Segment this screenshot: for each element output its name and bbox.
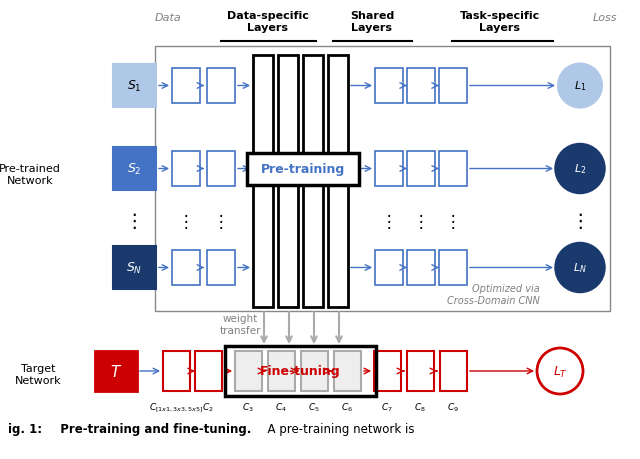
Bar [95, 351, 137, 391]
Bar [375, 69, 403, 104]
Text: Pre-training and fine-tuning.: Pre-training and fine-tuning. [52, 423, 252, 436]
Bar [172, 251, 200, 285]
Bar [235, 351, 262, 391]
Bar [172, 151, 200, 187]
Bar [113, 246, 156, 289]
Text: $C_9$: $C_9$ [447, 401, 459, 414]
Text: Pre-trained
Network: Pre-trained Network [0, 164, 61, 185]
Bar [113, 148, 156, 190]
Bar [113, 65, 156, 108]
Bar [303, 56, 323, 308]
Bar [225, 346, 376, 396]
Text: Pre-training: Pre-training [261, 162, 345, 176]
Text: Fine-tuning: Fine-tuning [260, 365, 341, 378]
Text: Shared
Layers: Shared Layers [350, 11, 394, 33]
Bar [278, 56, 298, 308]
Bar [407, 251, 435, 285]
Bar [253, 56, 273, 308]
Text: ⋮: ⋮ [413, 213, 429, 230]
Text: $C_8$: $C_8$ [414, 401, 426, 414]
Text: ⋮: ⋮ [178, 213, 195, 230]
Text: $S_2$: $S_2$ [127, 162, 142, 177]
Text: Optimized via
Cross-Domain CNN: Optimized via Cross-Domain CNN [447, 284, 540, 305]
Text: $C_4$: $C_4$ [275, 401, 287, 414]
Text: $C_3$: $C_3$ [242, 401, 254, 414]
Bar [155, 47, 610, 311]
Text: $C_6$: $C_6$ [341, 401, 353, 414]
Text: $L_2$: $L_2$ [574, 162, 586, 176]
Bar [440, 351, 467, 391]
Bar [334, 351, 361, 391]
Text: $L_1$: $L_1$ [574, 79, 586, 93]
Text: $C_5$: $C_5$ [308, 401, 320, 414]
Circle shape [556, 244, 604, 292]
Bar [407, 151, 435, 187]
Bar [439, 151, 467, 187]
Text: $L_N$: $L_N$ [573, 261, 587, 275]
Text: $C_7$: $C_7$ [381, 401, 393, 414]
Bar [172, 69, 200, 104]
Text: $T$: $T$ [110, 363, 122, 379]
Text: ig. 1:: ig. 1: [8, 423, 42, 436]
Text: Data-specific
Layers: Data-specific Layers [227, 11, 309, 33]
Bar [207, 151, 235, 187]
Bar [407, 351, 434, 391]
Text: ⋮: ⋮ [381, 213, 397, 230]
Circle shape [537, 348, 583, 394]
Text: A pre-training network is: A pre-training network is [260, 423, 415, 436]
Text: $S_1$: $S_1$ [127, 79, 142, 94]
Text: Loss: Loss [593, 13, 617, 23]
Bar [375, 151, 403, 187]
Bar [374, 351, 401, 391]
Text: $C_{[1x1,3x3,5x5]}$: $C_{[1x1,3x3,5x5]}$ [148, 401, 204, 414]
Bar [439, 69, 467, 104]
Text: ⋮: ⋮ [570, 212, 589, 231]
Text: Task-specific
Layers: Task-specific Layers [460, 11, 540, 33]
Bar [207, 69, 235, 104]
Text: ⋮: ⋮ [212, 213, 229, 230]
Bar [195, 351, 222, 391]
Bar [163, 351, 190, 391]
Text: ⋮: ⋮ [445, 213, 461, 230]
Text: $C_2$: $C_2$ [202, 401, 214, 414]
Text: ⋮: ⋮ [125, 212, 144, 231]
Text: weight
transfer: weight transfer [220, 313, 260, 335]
Text: $L_T$: $L_T$ [552, 364, 568, 379]
Bar [439, 251, 467, 285]
Text: Target
Network: Target Network [15, 364, 61, 385]
Circle shape [558, 64, 602, 108]
Text: $S_N$: $S_N$ [126, 260, 143, 275]
Bar [375, 251, 403, 285]
Bar [407, 69, 435, 104]
Text: Data: Data [155, 13, 181, 23]
Circle shape [556, 145, 604, 193]
Bar [247, 153, 359, 185]
Bar [268, 351, 295, 391]
Bar [207, 251, 235, 285]
Bar [328, 56, 348, 308]
Bar [301, 351, 328, 391]
